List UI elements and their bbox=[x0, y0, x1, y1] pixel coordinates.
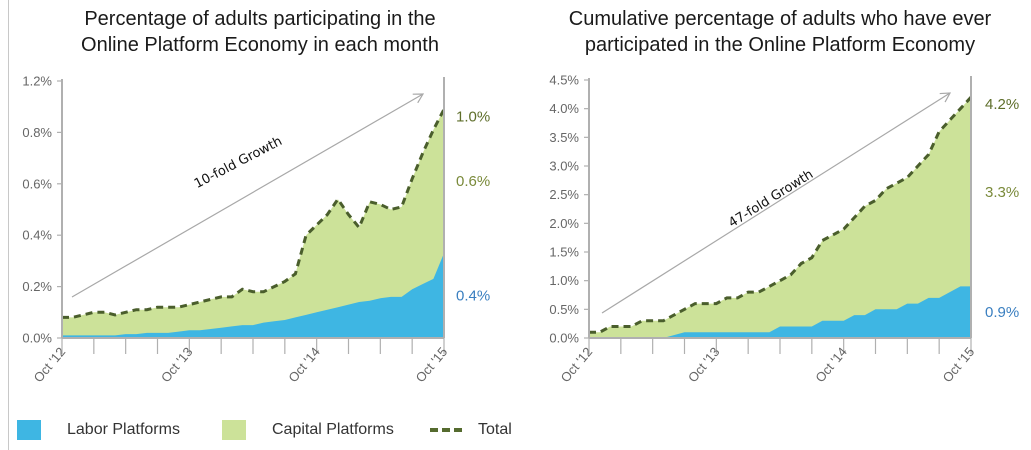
end-label-capital: 3.3% bbox=[985, 184, 1019, 201]
growth-annotation: 47-fold Growth bbox=[726, 167, 816, 231]
y-tick-label: 3.0% bbox=[549, 159, 579, 174]
y-tick-label: 4.5% bbox=[549, 73, 579, 88]
x-tick-label: Oct '14 bbox=[812, 344, 850, 385]
legend-label-total: Total bbox=[478, 421, 512, 438]
x-tick-label: Oct '12 bbox=[31, 344, 69, 385]
legend: Labor Platforms Capital Platforms Total bbox=[0, 418, 700, 442]
y-tick-label: 0.4% bbox=[22, 228, 52, 243]
y-tick-label: 0.6% bbox=[22, 176, 52, 191]
x-tick-label: Oct '15 bbox=[413, 344, 451, 385]
x-tick-label: Oct '13 bbox=[158, 344, 196, 385]
y-tick-label: 0.8% bbox=[22, 125, 52, 140]
legend-item-total: Total bbox=[430, 418, 512, 442]
x-tick-label: Oct '12 bbox=[558, 344, 596, 385]
growth-annotation: 10-fold Growth bbox=[192, 134, 285, 192]
labor-platforms-area bbox=[62, 253, 444, 338]
labor-platforms-area bbox=[589, 286, 971, 338]
legend-item-labor: Labor Platforms bbox=[17, 418, 180, 442]
legend-item-capital: Capital Platforms bbox=[222, 418, 394, 442]
y-tick-label: 1.0% bbox=[549, 273, 579, 288]
chart-title-left-line2: Online Platform Economy in each month bbox=[81, 34, 439, 56]
total-dashed-line bbox=[589, 96, 973, 334]
chart-right: 0.0% 0.5% 1.0% 1.5% 2.0% 2.5% 3.0% 3.5% 4.0% 4.5%… bbox=[549, 73, 1019, 386]
end-label-labor: 0.9% bbox=[985, 304, 1019, 321]
chart-title-left-line1: Percentage of adults participating in th… bbox=[84, 8, 436, 30]
capital-platforms-area bbox=[589, 97, 971, 338]
y-tick-label: 4.0% bbox=[549, 101, 579, 116]
chart-title-right-line1: Cumulative percentage of adults who have… bbox=[568, 8, 992, 30]
y-tick-label: 2.5% bbox=[549, 187, 579, 202]
legend-label-labor: Labor Platforms bbox=[67, 421, 180, 438]
legend-label-capital: Capital Platforms bbox=[272, 421, 394, 438]
end-label-total: 4.2% bbox=[985, 96, 1019, 113]
legend-swatch-total-dashed bbox=[430, 428, 462, 432]
x-tick-label: Oct '15 bbox=[940, 344, 978, 385]
chart-title-right-line2: participated in the Online Platform Econ… bbox=[584, 34, 976, 56]
y-tick-label: 3.5% bbox=[549, 130, 579, 145]
end-label-capital: 0.6% bbox=[456, 173, 490, 190]
x-tick-label: Oct '14 bbox=[285, 344, 323, 385]
y-tick-label: 0.5% bbox=[549, 302, 579, 317]
total-dashed-line bbox=[62, 108, 446, 319]
y-tick-label: 0.0% bbox=[22, 331, 52, 346]
growth-arrow bbox=[71, 93, 425, 298]
y-tick-label: 0.0% bbox=[549, 331, 579, 346]
capital-platforms-area bbox=[62, 109, 444, 338]
legend-swatch-capital bbox=[222, 420, 246, 440]
x-tick-label: Oct '13 bbox=[685, 344, 723, 385]
chart-title-right: Cumulative percentage of adults who have… bbox=[540, 6, 1020, 58]
y-tick-label: 1.2% bbox=[22, 74, 52, 89]
y-tick-label: 2.0% bbox=[549, 216, 579, 231]
end-label-total: 1.0% bbox=[456, 108, 490, 125]
y-tick-label: 0.2% bbox=[22, 279, 52, 294]
page-left-rule bbox=[8, 0, 9, 450]
legend-swatch-labor bbox=[17, 420, 41, 440]
y-tick-label: 1.5% bbox=[549, 245, 579, 260]
chart-left: 0.0% 0.2% 0.4% 0.6% 0.8% 1.2% Oct '12 Oct '13 Oc… bbox=[22, 74, 490, 386]
end-label-labor: 0.4% bbox=[456, 288, 490, 305]
growth-arrow bbox=[601, 92, 952, 314]
chart-title-left: Percentage of adults participating in th… bbox=[40, 6, 480, 58]
